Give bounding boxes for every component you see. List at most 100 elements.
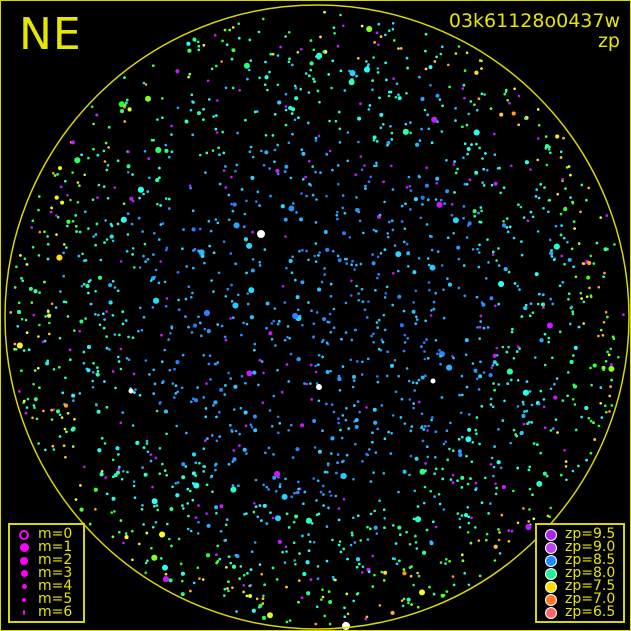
- star: [234, 262, 237, 266]
- star: [369, 480, 373, 483]
- magnitude-label: m=5: [38, 591, 73, 607]
- magnitude-label: m=3: [38, 565, 73, 581]
- star: [161, 462, 164, 466]
- star: [339, 13, 342, 17]
- star: [323, 230, 328, 234]
- star: [438, 349, 441, 352]
- star: [340, 337, 343, 341]
- star: [305, 517, 312, 524]
- star: [468, 413, 471, 416]
- star: [232, 564, 236, 569]
- star: [284, 235, 287, 238]
- star: [231, 209, 235, 213]
- star: [309, 578, 313, 581]
- star: [393, 244, 397, 247]
- star: [384, 61, 387, 65]
- star: [308, 540, 312, 544]
- star: [497, 538, 501, 542]
- star: [604, 310, 608, 314]
- star: [55, 233, 58, 236]
- star: [609, 385, 612, 388]
- star: [69, 358, 72, 362]
- star: [564, 465, 568, 468]
- star: [242, 590, 245, 594]
- star: [257, 383, 260, 387]
- star: [378, 499, 381, 503]
- star: [363, 164, 366, 167]
- star: [146, 258, 150, 261]
- star: [148, 373, 151, 376]
- star: [166, 522, 169, 526]
- star: [383, 570, 388, 575]
- star: [319, 171, 322, 174]
- star: [555, 134, 560, 139]
- star: [181, 475, 186, 480]
- star: [284, 105, 288, 108]
- star: [306, 591, 311, 596]
- star: [245, 322, 249, 326]
- zp-legend-item: zp=7.0: [537, 592, 623, 606]
- star: [480, 405, 484, 408]
- star: [579, 291, 583, 295]
- star: [113, 510, 116, 513]
- star: [433, 495, 436, 498]
- star: [336, 461, 339, 465]
- star: [394, 390, 398, 394]
- star: [435, 55, 438, 59]
- star: [187, 75, 190, 79]
- star: [365, 452, 368, 456]
- star: [406, 337, 410, 340]
- star: [376, 276, 379, 280]
- star: [547, 148, 551, 151]
- star: [492, 250, 495, 254]
- star: [346, 557, 349, 561]
- star: [82, 362, 86, 365]
- star: [158, 166, 161, 170]
- star: [415, 547, 419, 550]
- star: [559, 156, 563, 159]
- star: [21, 279, 25, 283]
- star: [110, 511, 113, 514]
- star: [511, 111, 516, 116]
- star: [491, 405, 495, 409]
- star: [402, 469, 407, 474]
- star: [522, 216, 526, 219]
- star: [564, 460, 568, 463]
- star: [102, 185, 106, 188]
- star: [480, 67, 483, 70]
- star: [94, 243, 97, 247]
- star: [202, 108, 205, 111]
- star: [424, 49, 427, 53]
- star: [606, 350, 609, 354]
- zp-legend-item: zp=8.0: [537, 566, 623, 580]
- star: [338, 540, 342, 543]
- star: [151, 498, 158, 505]
- star: [223, 393, 226, 396]
- star: [138, 542, 141, 546]
- star: [232, 302, 239, 309]
- star: [288, 619, 292, 622]
- star: [321, 484, 325, 488]
- star: [95, 403, 98, 407]
- star: [486, 326, 490, 329]
- star: [371, 431, 374, 435]
- star: [390, 164, 393, 168]
- star: [184, 297, 188, 301]
- star: [187, 325, 190, 329]
- star: [328, 149, 332, 153]
- star: [60, 416, 64, 419]
- star: [388, 220, 391, 224]
- star: [280, 390, 284, 394]
- star: [418, 400, 421, 404]
- star: [182, 507, 185, 510]
- star: [387, 430, 390, 434]
- star: [561, 281, 565, 284]
- star: [355, 74, 358, 78]
- star: [383, 517, 387, 520]
- star: [427, 424, 430, 428]
- star: [151, 485, 154, 489]
- star: [516, 521, 520, 525]
- star: [543, 332, 547, 336]
- star: [168, 537, 171, 541]
- star: [519, 205, 523, 209]
